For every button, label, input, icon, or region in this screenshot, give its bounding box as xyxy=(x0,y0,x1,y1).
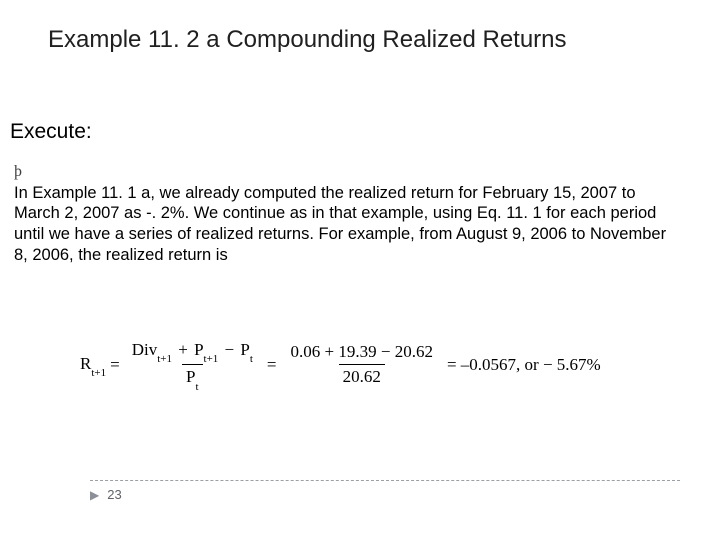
frac1-minus: − xyxy=(225,340,235,359)
slide-title: Example 11. 2 a Compounding Realized Ret… xyxy=(48,26,700,54)
formula-frac2: 0.06 + 19.39 − 20.62 20.62 xyxy=(287,342,437,387)
formula-lhs: Rt+1 xyxy=(80,354,106,376)
bullet-marker-icon: þ xyxy=(14,162,32,182)
frac1-plus: + xyxy=(178,340,188,359)
section-label: Execute: xyxy=(10,120,92,144)
formula-frac1: Divt+1 + Pt+1 − Pt Pt xyxy=(128,340,257,390)
frac1-p1-sym: P xyxy=(194,340,203,359)
page-number: 23 xyxy=(107,487,121,502)
formula-lhs-sym: R xyxy=(80,354,91,373)
footer-divider xyxy=(90,480,680,481)
frac1-p1-sub: t+1 xyxy=(204,353,219,365)
footer-line: ▶ 23 xyxy=(90,487,680,502)
realized-return-formula: Rt+1 = Divt+1 + Pt+1 − Pt Pt = 0.06 + 19… xyxy=(80,340,680,390)
frac1-den-sub: t xyxy=(196,381,199,393)
footer-arrow-icon: ▶ xyxy=(90,488,99,502)
formula-frac1-num: Divt+1 + Pt+1 − Pt xyxy=(128,340,257,364)
frac1-p0-sym: P xyxy=(240,340,249,359)
formula-result: = –0.0567, or − 5.67% xyxy=(447,355,601,375)
frac1-div-sub: t+1 xyxy=(157,353,172,365)
formula-frac1-den: Pt xyxy=(182,364,203,389)
formula-eq2: = xyxy=(267,355,277,375)
formula-lhs-sub: t+1 xyxy=(91,367,106,379)
slide-footer: ▶ 23 xyxy=(90,480,680,502)
formula-frac2-den: 20.62 xyxy=(339,364,385,387)
frac1-den-sym: P xyxy=(186,367,195,386)
formula-frac2-num: 0.06 + 19.39 − 20.62 xyxy=(287,342,437,364)
body-bullet: þ In Example 11. 1 a, we already compute… xyxy=(14,162,690,265)
frac1-p0-sub: t xyxy=(250,353,253,365)
slide: Example 11. 2 a Compounding Realized Ret… xyxy=(0,0,720,540)
formula-eq1: = xyxy=(110,355,120,375)
frac1-div-sym: Div xyxy=(132,340,158,359)
body-text: In Example 11. 1 a, we already computed … xyxy=(14,183,668,266)
